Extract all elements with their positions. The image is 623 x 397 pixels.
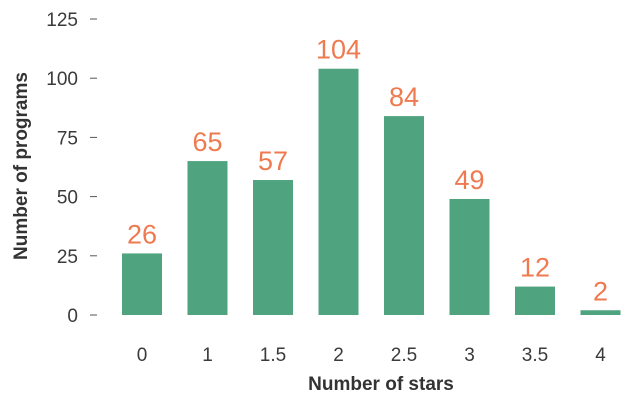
x-tick-label: 3	[464, 345, 475, 366]
data-label: 84	[389, 82, 419, 112]
x-tick-label: 3.5	[522, 345, 548, 366]
data-label: 57	[258, 146, 288, 176]
bar	[384, 116, 424, 315]
bar	[122, 253, 162, 315]
x-tick-label: 2	[333, 345, 344, 366]
y-tick-label: 75	[57, 128, 78, 149]
bar	[253, 180, 293, 315]
bar	[515, 287, 555, 315]
y-axis: 0 25 50 75 100 125	[46, 10, 97, 327]
data-label: 12	[520, 253, 550, 283]
x-tick-label: 2.5	[391, 345, 417, 366]
data-label: 104	[316, 35, 361, 65]
data-label: 2	[593, 276, 608, 306]
bar	[319, 69, 359, 315]
data-label: 49	[454, 165, 484, 195]
y-tick-label: 100	[46, 69, 78, 90]
x-axis: 0 1 1.5 2 2.5 3 3.5 4	[137, 345, 607, 366]
data-label: 26	[127, 219, 157, 249]
x-tick-label: 1	[202, 345, 213, 366]
y-tick-label: 0	[67, 306, 78, 327]
x-tick-label: 1.5	[260, 345, 286, 366]
data-label: 65	[192, 127, 222, 157]
x-tick-label: 4	[595, 345, 606, 366]
y-tick-label: 50	[57, 188, 78, 209]
x-tick-label: 0	[137, 345, 148, 366]
bar	[188, 161, 228, 315]
bar	[581, 310, 621, 315]
y-tick-label: 25	[57, 247, 78, 268]
x-axis-title: Number of stars	[308, 374, 454, 395]
y-axis-title: Number of programs	[11, 72, 32, 260]
bar	[450, 199, 490, 315]
y-tick-label: 125	[46, 10, 78, 31]
